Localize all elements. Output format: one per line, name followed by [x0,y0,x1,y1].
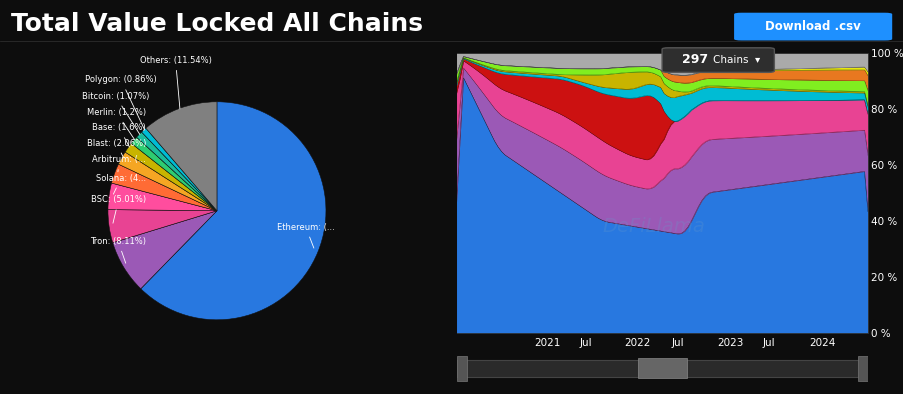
Text: Download .csv: Download .csv [765,20,860,33]
Wedge shape [113,211,217,289]
Text: DeFiLlama: DeFiLlama [602,217,704,236]
Bar [456,356,466,381]
Bar [637,359,686,378]
Text: Merlin: (1.2%): Merlin: (1.2%) [87,108,146,140]
Text: Ethereum: (...: Ethereum: (... [276,223,334,248]
Wedge shape [111,164,217,211]
Bar [857,356,867,381]
FancyBboxPatch shape [733,13,891,41]
Wedge shape [131,137,217,211]
Wedge shape [142,128,217,211]
Text: Base: (1.6%): Base: (1.6%) [92,123,146,147]
Text: Total Value Locked All Chains: Total Value Locked All Chains [11,12,423,36]
Text: Chains  ▾: Chains ▾ [712,55,759,65]
Text: Tron: (8.11%): Tron: (8.11%) [90,237,146,263]
Text: Polygon: (0.86%): Polygon: (0.86%) [85,76,157,130]
Text: 297: 297 [682,53,708,66]
Bar [456,359,867,377]
Text: Blast: (2.06%): Blast: (2.06%) [87,139,146,157]
Wedge shape [136,132,217,211]
Wedge shape [125,143,217,211]
Wedge shape [145,102,217,211]
Text: Others: (11.54%): Others: (11.54%) [139,56,211,109]
Text: Solana: (4...: Solana: (4... [96,174,146,194]
Text: Bitcoin: (1.07%): Bitcoin: (1.07%) [82,92,149,134]
Wedge shape [107,210,217,243]
Wedge shape [141,102,326,320]
FancyBboxPatch shape [661,48,774,72]
Wedge shape [118,152,217,211]
Text: Arbitrum: (...: Arbitrum: (... [92,155,146,172]
Text: BSC: (5.01%): BSC: (5.01%) [91,195,146,223]
Wedge shape [107,183,217,211]
